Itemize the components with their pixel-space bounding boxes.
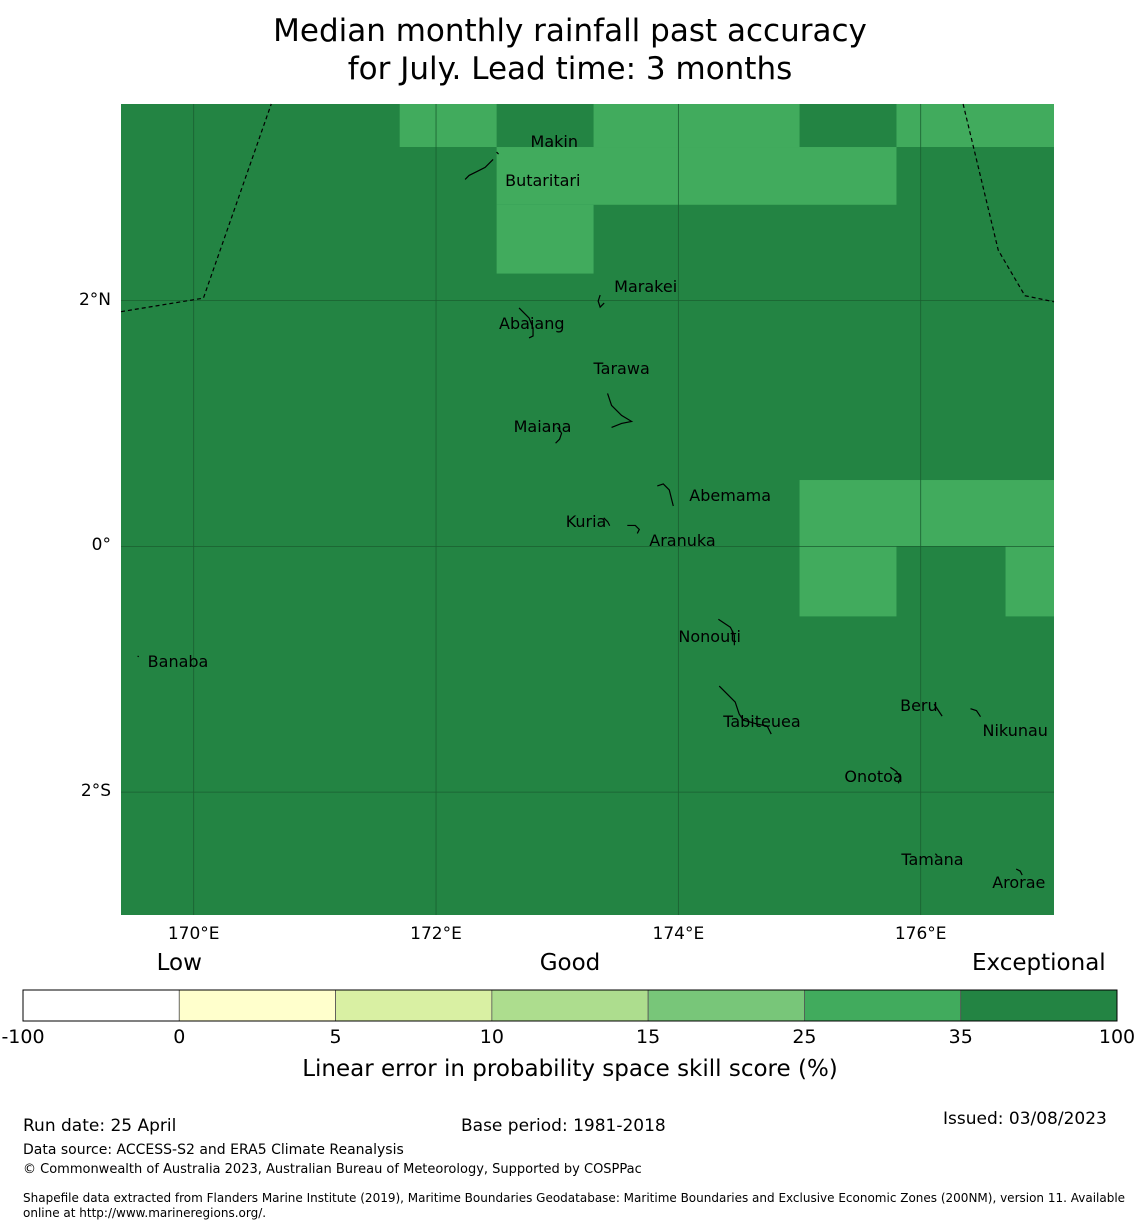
island-label-tarawa: Tarawa — [593, 359, 650, 379]
island-label-tabiteuea: Tabiteuea — [723, 712, 801, 732]
longitude-tick-label: 176°E — [894, 924, 947, 944]
island-label-arorae: Arorae — [992, 873, 1046, 893]
island-outline-tarawa — [606, 393, 634, 428]
island-outline-abemama — [657, 483, 674, 507]
eez-boundary-line — [120, 103, 272, 313]
latitude-tick-label: 2°N — [78, 289, 111, 310]
skill-cell-high — [1005, 546, 1054, 617]
map-panel — [120, 103, 1055, 915]
island-outline-arorae — [1015, 868, 1023, 876]
skill-cell-high — [496, 204, 594, 274]
island-outline-banaba — [137, 655, 140, 658]
island-outline-aranuka — [627, 524, 641, 534]
island-label-nonouti: Nonouti — [678, 627, 741, 647]
longitude-tick-label: 172°E — [410, 924, 462, 944]
colorbar — [22, 989, 1118, 1022]
island-label-onotoa: Onotoa — [844, 767, 903, 787]
island-label-butaritari: Butaritari — [505, 171, 581, 191]
island-label-abemama: Abemama — [689, 485, 772, 505]
island-outline-maiana — [555, 426, 563, 444]
island-label-tamana: Tamana — [901, 849, 964, 869]
skill-cell-high — [799, 480, 1054, 547]
island-label-beru: Beru — [900, 696, 938, 716]
colorbar-segment — [22, 989, 180, 1022]
latitude-tick-label: 2°S — [80, 781, 111, 802]
island-outline-abaiang — [518, 307, 534, 339]
chart-title-line-2: for July. Lead time: 3 months — [347, 51, 793, 87]
colorbar-tick: 100 — [1098, 1026, 1136, 1048]
colorbar-segment — [647, 989, 805, 1022]
island-outline-butaritari — [464, 158, 494, 180]
colorbar-tick: 5 — [329, 1026, 342, 1048]
skill-cell-high — [799, 546, 897, 617]
island-label-banaba: Banaba — [147, 651, 209, 671]
colorbar-segment — [178, 989, 336, 1022]
colorbar-frame — [22, 989, 1118, 1022]
colorbar-tick: 35 — [948, 1026, 973, 1048]
island-outline-onotoa — [890, 766, 902, 784]
colorbar-tick: 25 — [792, 1026, 817, 1048]
shapefile-credit-line-1: Shapefile data extracted from Flanders M… — [23, 1191, 1126, 1205]
eez-boundary-line — [962, 103, 1055, 303]
island-outline-nonouti — [718, 618, 735, 646]
issued-date: Issued: 03/08/2023 — [943, 1109, 1107, 1129]
colorbar-tick: 10 — [479, 1026, 504, 1048]
colorbar-category-exceptional: Exceptional — [972, 950, 1106, 976]
colorbar-tick: 0 — [173, 1026, 186, 1048]
run-date: Run date: 25 April — [23, 1116, 177, 1136]
colorbar-segment — [960, 989, 1118, 1022]
colorbar-segment — [491, 989, 649, 1022]
island-label-aranuka: Aranuka — [649, 531, 716, 551]
skill-cell-high — [593, 104, 800, 148]
island-outline-marakei — [597, 294, 605, 309]
skill-cell-high — [496, 147, 897, 205]
colorbar-category-good: Good — [539, 950, 601, 976]
colorbar-tick: -100 — [1, 1026, 45, 1048]
longitude-tick-label: 170°E — [167, 924, 220, 944]
colorbar-tick: 15 — [636, 1026, 661, 1048]
skill-cell-high — [399, 104, 497, 148]
latitude-tick-label: 0° — [91, 535, 111, 556]
colorbar-segment — [335, 989, 493, 1022]
copyright: © Commonwealth of Australia 2023, Austra… — [23, 1162, 642, 1177]
island-outline-nikunau — [970, 708, 982, 718]
island-label-nikunau: Nikunau — [982, 720, 1048, 740]
island-outline-makin — [496, 151, 499, 155]
island-label-abaiang: Abaiang — [499, 313, 565, 333]
base-period: Base period: 1981-2018 — [461, 1116, 666, 1136]
shapefile-credit-line-2: online at http://www.marineregions.org/. — [23, 1206, 267, 1220]
colorbar-axis-label: Linear error in probability space skill … — [302, 1056, 838, 1082]
island-label-marakei: Marakei — [614, 277, 678, 297]
island-label-makin: Makin — [530, 132, 579, 152]
island-outline-tamana — [934, 853, 938, 857]
longitude-tick-label: 174°E — [652, 924, 705, 944]
colorbar-category-low: Low — [156, 950, 202, 976]
colorbar-segment — [804, 989, 962, 1022]
chart-title-line-1: Median monthly rainfall past accuracy — [273, 13, 867, 49]
island-label-kuria: Kuria — [565, 511, 607, 531]
island-outline-kuria — [603, 517, 611, 527]
data-source: Data source: ACCESS-S2 and ERA5 Climate … — [23, 1142, 404, 1158]
island-outline-tabiteuea — [718, 685, 772, 735]
island-label-maiana: Maiana — [513, 417, 572, 437]
island-outline-beru — [933, 703, 943, 717]
skill-cell-high — [896, 104, 1054, 148]
